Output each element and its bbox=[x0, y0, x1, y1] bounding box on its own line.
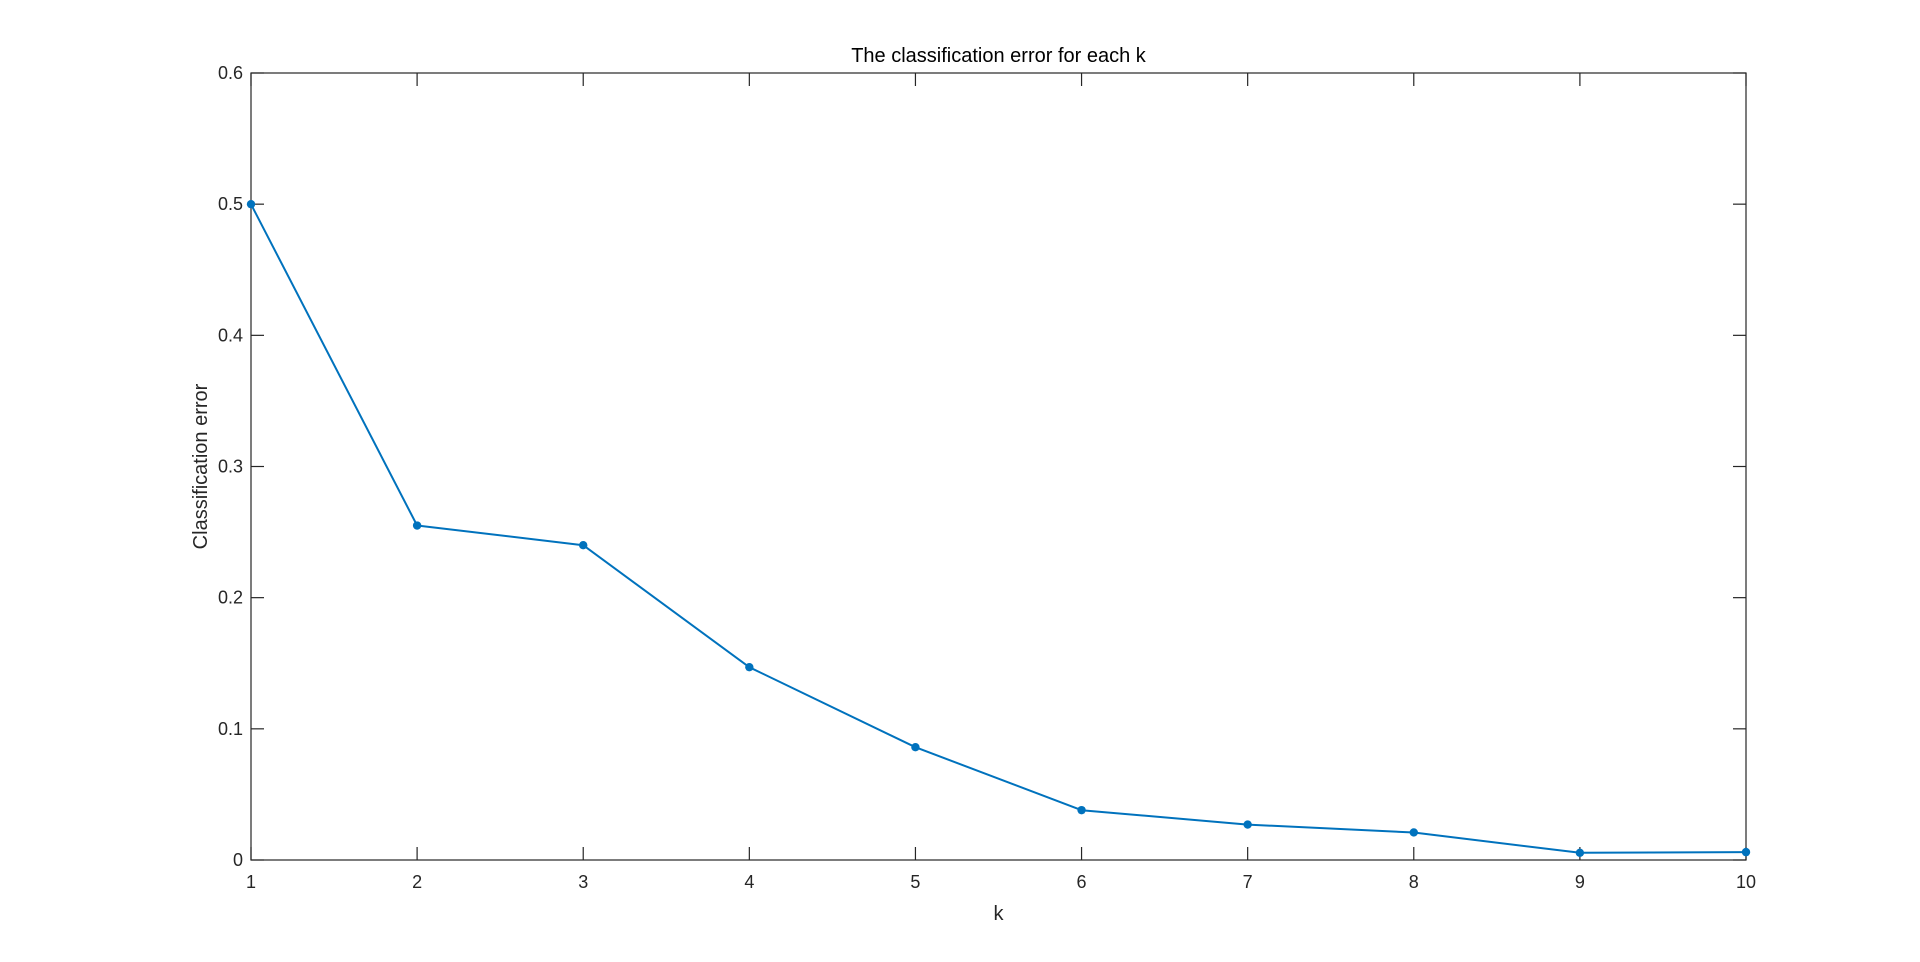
x-tick-label: 2 bbox=[412, 872, 422, 892]
data-point bbox=[1243, 820, 1252, 829]
x-tick-label: 3 bbox=[578, 872, 588, 892]
x-tick-label: 4 bbox=[744, 872, 754, 892]
chart-title: The classification error for each k bbox=[851, 45, 1147, 67]
x-tick-label: 7 bbox=[1243, 872, 1253, 892]
y-tick-label: 0.5 bbox=[218, 194, 243, 214]
data-point bbox=[745, 662, 754, 672]
data-point bbox=[412, 521, 422, 530]
y-tick-label: 0.3 bbox=[218, 457, 243, 477]
y-tick-label: 0.6 bbox=[218, 63, 243, 83]
y-tick-label: 0.4 bbox=[218, 325, 243, 345]
axes-box bbox=[250, 72, 1747, 861]
y-axis-label: Classification error bbox=[190, 383, 212, 549]
y-tick-label: 0 bbox=[233, 850, 243, 870]
x-tick-label: 6 bbox=[1077, 872, 1087, 892]
data-point bbox=[911, 742, 920, 752]
series-line bbox=[250, 203, 1747, 854]
data-point bbox=[1077, 805, 1086, 815]
data-point bbox=[1409, 828, 1418, 837]
x-axis-ticks: 1 2 3 4 5 6 7 8 9 10 bbox=[246, 73, 1756, 892]
x-axis-label: k bbox=[994, 903, 1005, 925]
x-tick-label: 10 bbox=[1736, 872, 1756, 892]
y-tick-label: 0.1 bbox=[218, 719, 243, 739]
plot-area-border bbox=[250, 72, 1747, 861]
data-point bbox=[579, 541, 588, 550]
x-tick-label: 1 bbox=[246, 872, 256, 892]
y-axis-ticks: 0 0.1 0.2 0.3 0.4 0.5 0.6 bbox=[218, 63, 1746, 870]
x-tick-label: 5 bbox=[910, 872, 920, 892]
x-tick-label: 9 bbox=[1575, 872, 1585, 892]
y-tick-label: 0.2 bbox=[218, 588, 243, 608]
x-tick-label: 8 bbox=[1409, 872, 1419, 892]
data-point bbox=[1741, 847, 1751, 857]
series-layer bbox=[246, 199, 1751, 857]
data-point bbox=[1575, 848, 1585, 857]
data-point bbox=[246, 199, 256, 209]
